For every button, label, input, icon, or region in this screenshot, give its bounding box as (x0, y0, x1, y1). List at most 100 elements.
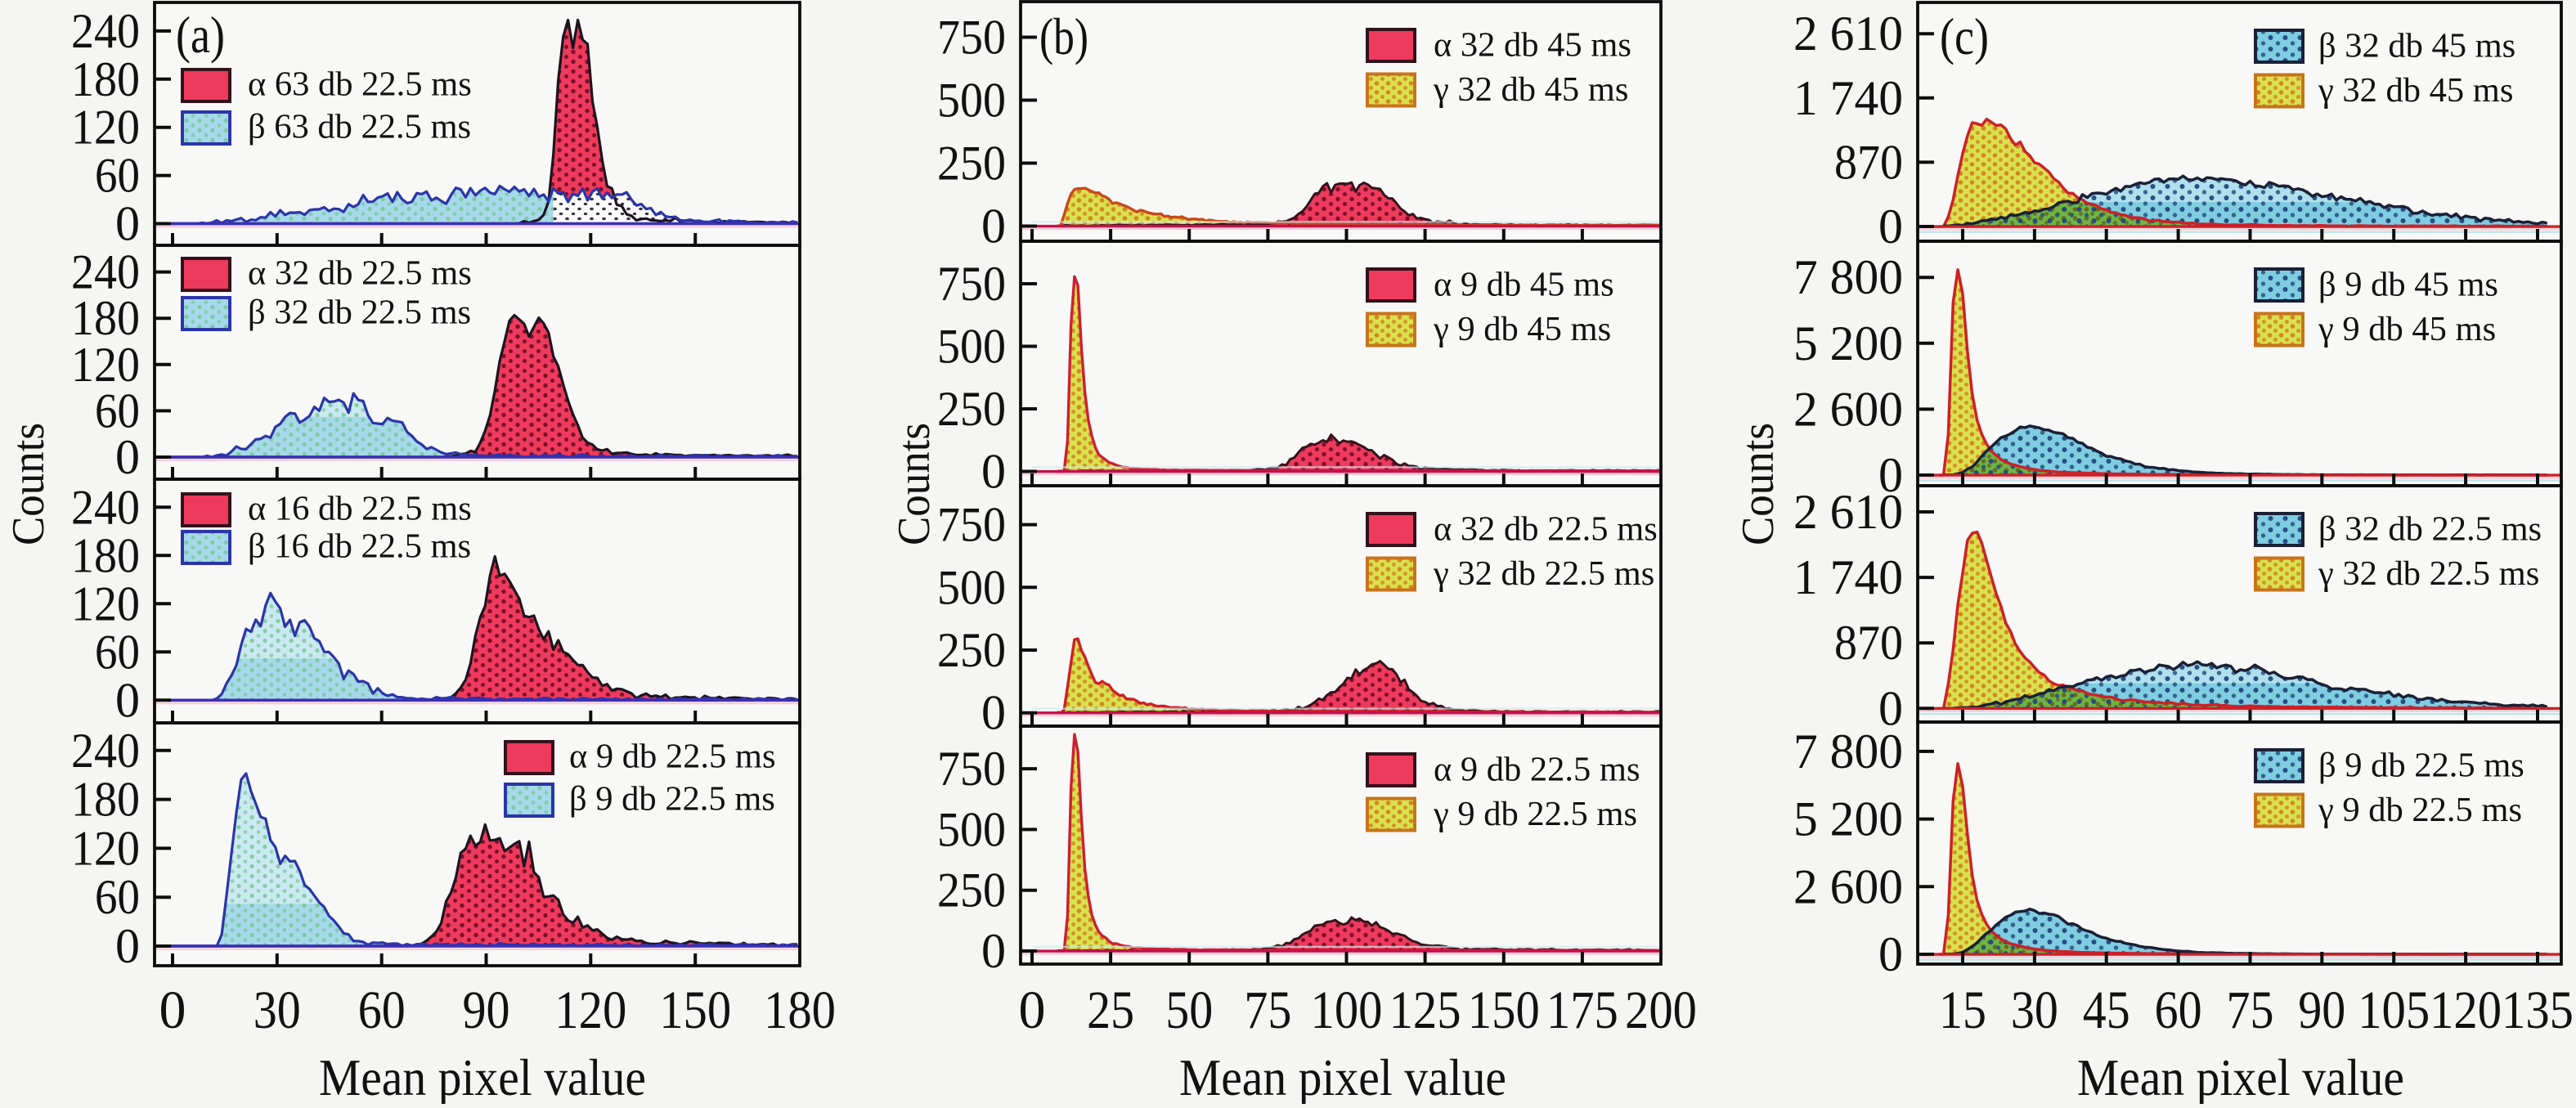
svg-text:500: 500 (937, 74, 1006, 128)
svg-text:120: 120 (71, 576, 140, 630)
svg-text:180: 180 (71, 291, 140, 345)
svg-text:β 9 db 22.5 ms: β 9 db 22.5 ms (569, 780, 775, 819)
svg-text:240: 240 (71, 245, 140, 299)
svg-text:0: 0 (981, 200, 1006, 253)
svg-text:Counts: Counts (889, 423, 940, 545)
svg-text:2 610: 2 610 (1793, 485, 1903, 539)
svg-text:750: 750 (937, 498, 1006, 552)
svg-text:2 600: 2 600 (1793, 382, 1903, 436)
svg-text:90: 90 (2298, 980, 2345, 1040)
svg-text:200: 200 (1625, 980, 1697, 1040)
svg-text:α 9 db 45 ms: α 9 db 45 ms (1434, 266, 1614, 304)
svg-text:γ 32 db 22.5 ms: γ 32 db 22.5 ms (1433, 554, 1654, 593)
svg-text:Mean pixel value: Mean pixel value (1179, 1048, 1506, 1104)
svg-text:β 9 db 22.5 ms: β 9 db 22.5 ms (2318, 747, 2524, 785)
svg-text:γ 9 db 45 ms: γ 9 db 45 ms (2318, 310, 2496, 348)
svg-text:150: 150 (1468, 980, 1540, 1040)
svg-text:γ 9 db 45 ms: γ 9 db 45 ms (1433, 310, 1611, 348)
svg-text:60: 60 (95, 625, 140, 679)
svg-text:240: 240 (71, 724, 140, 778)
svg-text:Counts: Counts (3, 423, 54, 545)
svg-text:120: 120 (71, 338, 140, 392)
svg-text:120: 120 (2430, 980, 2502, 1040)
svg-text:50: 50 (1165, 980, 1213, 1040)
svg-text:750: 750 (937, 742, 1006, 796)
svg-text:125: 125 (1389, 980, 1461, 1040)
svg-text:240: 240 (71, 4, 140, 58)
svg-text:α 16 db 22.5 ms: α 16 db 22.5 ms (248, 490, 472, 528)
svg-text:500: 500 (937, 802, 1006, 856)
svg-text:180: 180 (71, 528, 140, 582)
svg-text:0: 0 (981, 445, 1006, 499)
svg-text:β 16 db 22.5 ms: β 16 db 22.5 ms (248, 527, 471, 566)
svg-text:750: 750 (937, 257, 1006, 311)
svg-text:60: 60 (358, 980, 406, 1040)
svg-text:γ 32 db 45 ms: γ 32 db 45 ms (1433, 70, 1628, 109)
svg-text:120: 120 (554, 980, 626, 1040)
svg-text:120: 120 (71, 821, 140, 875)
svg-text:Counts: Counts (1733, 423, 1784, 545)
svg-text:β 9 db 45 ms: β 9 db 45 ms (2318, 266, 2498, 304)
svg-text:15: 15 (1939, 980, 1986, 1040)
svg-text:75: 75 (1244, 980, 1291, 1040)
svg-text:γ 32 db 45 ms: γ 32 db 45 ms (2318, 71, 2513, 110)
svg-text:β 32 db 45 ms: β 32 db 45 ms (2318, 27, 2515, 65)
svg-text:30: 30 (2011, 980, 2058, 1040)
svg-text:0: 0 (115, 673, 140, 727)
svg-text:60: 60 (2155, 980, 2202, 1040)
svg-text:0: 0 (115, 919, 140, 973)
svg-text:90: 90 (463, 980, 510, 1040)
svg-text:0: 0 (159, 980, 186, 1040)
svg-text:β 32 db 22.5 ms: β 32 db 22.5 ms (2318, 510, 2542, 549)
svg-text:α 32 db 45 ms: α 32 db 45 ms (1434, 26, 1631, 65)
svg-text:30: 30 (254, 980, 301, 1040)
svg-text:180: 180 (764, 980, 836, 1040)
svg-text:0: 0 (1878, 200, 1903, 253)
svg-text:175: 175 (1546, 980, 1618, 1040)
svg-text:45: 45 (2083, 980, 2130, 1040)
svg-text:100: 100 (1311, 980, 1383, 1040)
svg-text:75: 75 (2227, 980, 2274, 1040)
svg-text:β 63 db 22.5 ms: β 63 db 22.5 ms (248, 108, 471, 146)
svg-text:α 32 db 22.5 ms: α 32 db 22.5 ms (248, 254, 472, 293)
svg-text:0: 0 (1878, 448, 1903, 502)
svg-text:α 9 db 22.5 ms: α 9 db 22.5 ms (569, 738, 776, 776)
svg-text:7 800: 7 800 (1793, 724, 1903, 778)
svg-text:870: 870 (1834, 135, 1903, 189)
svg-text:(c): (c) (1940, 7, 1989, 65)
svg-text:α 32 db 22.5 ms: α 32 db 22.5 ms (1434, 510, 1658, 549)
svg-text:60: 60 (95, 149, 140, 203)
svg-text:750: 750 (937, 11, 1006, 65)
svg-text:1 740: 1 740 (1793, 71, 1903, 125)
svg-text:240: 240 (71, 480, 140, 534)
svg-text:60: 60 (95, 384, 140, 437)
svg-text:135: 135 (2502, 980, 2574, 1040)
svg-text:0: 0 (115, 197, 140, 251)
svg-text:0: 0 (115, 430, 140, 484)
svg-text:α 9 db 22.5 ms: α 9 db 22.5 ms (1434, 751, 1640, 789)
svg-text:0: 0 (981, 686, 1006, 740)
svg-text:120: 120 (71, 101, 140, 155)
svg-text:5 200: 5 200 (1793, 792, 1903, 846)
svg-text:γ 32 db 22.5 ms: γ 32 db 22.5 ms (2318, 554, 2539, 593)
svg-text:β 32 db 22.5 ms: β 32 db 22.5 ms (248, 294, 471, 332)
svg-text:500: 500 (937, 560, 1006, 614)
svg-text:0: 0 (1878, 927, 1903, 981)
svg-text:Mean pixel value: Mean pixel value (319, 1048, 646, 1104)
svg-text:870: 870 (1834, 616, 1903, 670)
svg-text:0: 0 (1878, 681, 1903, 735)
svg-text:180: 180 (71, 52, 140, 106)
svg-text:500: 500 (937, 320, 1006, 374)
svg-text:105: 105 (2358, 980, 2430, 1040)
svg-text:2 610: 2 610 (1793, 7, 1903, 61)
svg-text:0: 0 (1019, 980, 1046, 1040)
svg-text:25: 25 (1087, 980, 1134, 1040)
svg-text:250: 250 (937, 137, 1006, 191)
svg-text:60: 60 (95, 870, 140, 924)
svg-text:250: 250 (937, 623, 1006, 677)
svg-text:2 600: 2 600 (1793, 859, 1903, 913)
svg-text:0: 0 (981, 924, 1006, 978)
svg-text:180: 180 (71, 773, 140, 827)
svg-text:250: 250 (937, 864, 1006, 917)
svg-text:7 800: 7 800 (1793, 250, 1903, 304)
